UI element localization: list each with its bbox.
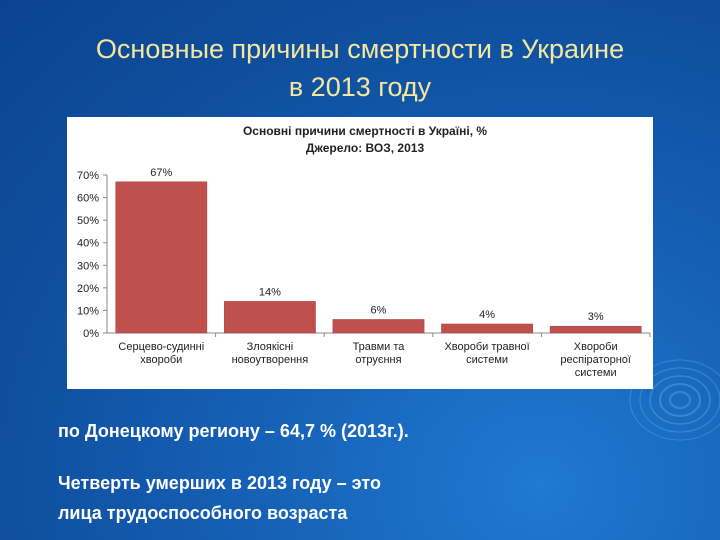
x-tick-label: хвороби [140,354,182,366]
x-tick-label: новоутворення [232,354,309,366]
chart-subtitle: Джерело: ВОЗ, 2013 [306,141,425,155]
slide-title-line-2: в 2013 году [288,72,432,102]
y-tick-label: 40% [77,238,99,250]
x-tick-label: респіраторної [560,354,631,366]
working-age-note-line-2: лица трудоспособного возраста [58,503,348,523]
data-label: 3% [588,311,604,323]
x-tick-label: Злоякісні [247,341,294,353]
bar-chart: Основні причини смертності в Україні, % … [77,124,651,379]
bar [549,325,642,334]
y-tick-label: 60% [77,193,99,205]
ripple-decoration [629,359,720,441]
y-tick-label: 10% [77,305,99,317]
working-age-note: Четверть умерших в 2013 году – это лица … [58,468,678,528]
x-tick-label: системи [575,367,617,379]
region-note: по Донецкому региону – 64,7 % (2013г.). [58,421,409,441]
slide-title-line-1: Основные причины смертности в Украине [95,34,625,64]
y-tick-label: 70% [77,170,99,182]
x-tick-label: отруєння [355,354,401,366]
bar [224,301,316,334]
x-tick-label: Серцево-судинні [118,341,204,353]
data-label: 67% [150,167,172,179]
y-tick-label: 50% [77,215,99,227]
data-label: 4% [479,309,495,321]
x-tick-label: системи [466,354,508,366]
chart-title: Основні причини смертності в Україні, % [243,124,487,138]
bar [115,181,208,334]
bar [441,323,533,334]
bar [332,319,425,334]
data-label: 6% [371,304,387,316]
y-tick-label: 20% [77,283,99,295]
data-label: 14% [259,286,281,298]
slide-title: Основные причины смертности в Украине в … [20,30,700,106]
y-tick-label: 30% [77,260,99,272]
chart-panel: Основні причини смертності в Україні, % … [67,117,653,389]
x-tick-label: Хвороби [574,341,618,353]
plot-area: 0% 10% 20% 30% 40% 50% 60% 70% 67% Серцево-судинн… [77,167,651,379]
working-age-note-line-1: Четверть умерших в 2013 году – это [58,473,381,493]
x-tick-label: Травми та [353,341,406,353]
y-tick-label: 0% [83,328,99,340]
x-tick-label: Хвороби травної [444,341,529,353]
